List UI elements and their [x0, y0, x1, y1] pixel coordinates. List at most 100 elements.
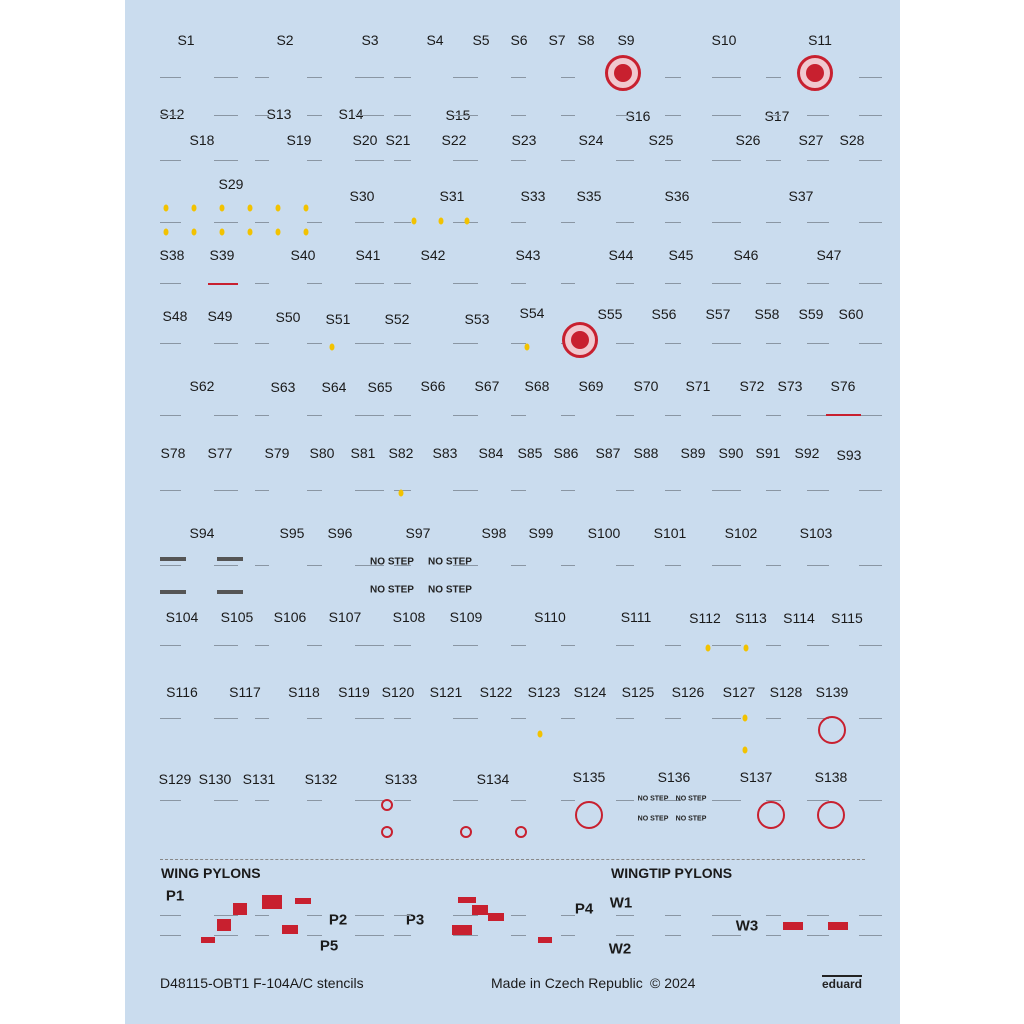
stencil-text [616, 222, 634, 223]
stencil-text [807, 718, 829, 719]
stencil-text [616, 718, 634, 719]
stencil-label-s21: S21 [385, 132, 411, 148]
stencil-text [859, 800, 882, 801]
yellow-stencil-mark [743, 644, 749, 652]
stencil-label-s59: S59 [798, 306, 824, 322]
stencil-text [394, 77, 411, 78]
stencil-text [712, 160, 741, 161]
stencil-text [616, 935, 634, 936]
stencil-label-s42: S42 [420, 247, 446, 263]
yellow-stencil-mark [247, 228, 253, 236]
stencil-label-s89: S89 [680, 445, 706, 461]
stencil-text [665, 222, 681, 223]
stencil-label-s35: S35 [576, 188, 602, 204]
stencil-text [255, 160, 269, 161]
stencil-text [214, 222, 238, 223]
stencil-label-s111: S111 [620, 609, 652, 625]
stencil-label-s49: S49 [207, 308, 233, 324]
stencil-label-s96: S96 [327, 525, 353, 541]
stencil-label-s47: S47 [816, 247, 842, 263]
stencil-text [214, 77, 238, 78]
stencil-label-s26: S26 [735, 132, 761, 148]
yellow-stencil-mark [411, 217, 417, 225]
stencil-text [859, 915, 882, 916]
stencil-label-s20: S20 [352, 132, 378, 148]
no-step-stencil: NO STEP [428, 556, 472, 568]
stencil-text [453, 565, 478, 566]
stencil-label-s81: S81 [350, 445, 376, 461]
stencil-label-s128: S128 [769, 684, 803, 700]
no-step-stencil: NO STEP [370, 584, 414, 596]
stencil-text [766, 915, 781, 916]
stencil-text [307, 77, 322, 78]
stencil-text [561, 565, 575, 566]
stencil-text [160, 343, 181, 344]
yellow-stencil-mark [742, 714, 748, 722]
stencil-text [355, 343, 384, 344]
stencil-text [160, 77, 181, 78]
stencil-text [859, 935, 882, 936]
stencil-text [665, 800, 681, 801]
stencil-label-s99: S99 [528, 525, 554, 541]
yellow-stencil-mark [163, 228, 169, 236]
stencil-label-s119: S119 [338, 684, 370, 700]
stencil-label-s82: S82 [388, 445, 414, 461]
stencil-text [807, 222, 829, 223]
stencil-label-s69: S69 [578, 378, 604, 394]
stencil-text [214, 565, 238, 566]
stencil-label-s62: S62 [189, 378, 215, 394]
stencil-text [766, 115, 781, 116]
stencil-text [453, 77, 478, 78]
stencil-label-s112: S112 [689, 610, 721, 626]
stencil-text [561, 490, 575, 491]
stencil-text [712, 718, 741, 719]
stencil-text [511, 415, 526, 416]
stencil-text [355, 935, 384, 936]
stencil-text [561, 935, 575, 936]
stencil-label-s53: S53 [464, 311, 490, 327]
stencil-label-s106: S106 [273, 609, 307, 625]
red-placard [828, 922, 848, 930]
stencil-label-s132: S132 [304, 771, 338, 787]
stencil-text [807, 283, 829, 284]
stencil-text [766, 283, 781, 284]
stencil-text [394, 415, 411, 416]
red-placard [295, 898, 311, 904]
pylon-label-p2: P2 [328, 911, 348, 929]
stencil-text [160, 415, 181, 416]
yellow-stencil-mark [742, 746, 748, 754]
stencil-label-s76: S76 [830, 378, 856, 394]
stencil-text [394, 115, 411, 116]
stencil-text [511, 283, 526, 284]
red-ring-icon [818, 716, 846, 744]
stencil-text [307, 343, 322, 344]
no-step-stencil: NO STEP [675, 815, 707, 823]
stencil-label-s100: S100 [587, 525, 621, 541]
stencil-label-s93: S93 [836, 447, 862, 463]
stencil-label-s8: S8 [577, 32, 595, 48]
stencil-label-s101: S101 [653, 525, 687, 541]
stencil-label-s87: S87 [595, 445, 621, 461]
stencil-text [712, 222, 741, 223]
stencil-text [859, 565, 882, 566]
yellow-stencil-mark [398, 489, 404, 497]
stencil-text [561, 222, 575, 223]
yellow-stencil-mark [329, 343, 335, 351]
stencil-text [561, 283, 575, 284]
stencil-label-s114: S114 [783, 610, 815, 626]
stencil-label-s71: S71 [685, 378, 711, 394]
stencil-label-s9: S9 [617, 32, 635, 48]
stencil-text [307, 645, 322, 646]
stencil-text [561, 115, 575, 116]
stencil-label-s7: S7 [548, 32, 566, 48]
stencil-label-s124: S124 [573, 684, 607, 700]
stencil-text [453, 915, 478, 916]
stencil-label-s95: S95 [279, 525, 305, 541]
stencil-text [255, 915, 269, 916]
stencil-text [394, 915, 411, 916]
stencil-text [616, 415, 634, 416]
eduard-logo: eduard [822, 975, 863, 991]
stencil-label-s1: S1 [177, 32, 195, 48]
yellow-stencil-mark [191, 204, 197, 212]
stencil-label-s55: S55 [597, 306, 623, 322]
